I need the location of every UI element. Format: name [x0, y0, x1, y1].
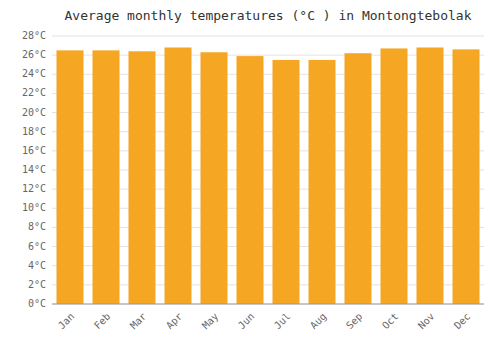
y-tick-label: 2°C [28, 279, 46, 290]
title: Average monthly temperatures (°C ) in Mo… [65, 8, 472, 23]
y-tick-label: 0°C [28, 298, 46, 309]
bar [309, 60, 336, 304]
y-tick-label: 20°C [22, 107, 46, 118]
x-tick-label: Sep [344, 311, 365, 332]
bar [93, 50, 120, 304]
x-tick-label: Jul [272, 311, 293, 332]
x-axis-line [52, 304, 484, 305]
y-tick-label: 18°C [22, 126, 46, 137]
y-tick-label: 26°C [22, 49, 46, 60]
bar [165, 47, 192, 304]
x-tick-label: Aug [308, 311, 329, 332]
y-tick-label: 24°C [22, 68, 46, 79]
x-tick-label: May [200, 311, 221, 332]
y-tick-label: 16°C [22, 145, 46, 156]
bar [129, 51, 156, 304]
y-tick-label: 28°C [22, 30, 46, 41]
bar [453, 49, 480, 304]
bar [417, 47, 444, 304]
bar [57, 50, 84, 304]
y-tick-label: 14°C [22, 164, 46, 175]
chart-container: 0°C 2°C 4°C 6°C 8°C 10°C 12°C 14°C 16°C 18°C 20°C 2… [0, 0, 500, 350]
x-tick-label: Mar [128, 311, 149, 332]
grid-line [52, 304, 484, 305]
y-tick-label: 6°C [28, 241, 46, 252]
x-tick-label: Nov [416, 311, 437, 332]
bars [57, 47, 480, 304]
y-tick-label: 12°C [22, 183, 46, 194]
x-tick-label: Dec [452, 311, 473, 332]
chart: 0°C 2°C 4°C 6°C 8°C 10°C 12°C 14°C 16°C 18°C 20°C 2… [0, 0, 500, 350]
y-tick-label: 10°C [22, 202, 46, 213]
y-tick-label: 4°C [28, 260, 46, 271]
grid-line [52, 36, 484, 37]
bar [381, 48, 408, 304]
y-tick-label: 22°C [22, 87, 46, 98]
x-tick-labels: Jan Feb Mar Apr May Jun Jul Aug Sep Oct Nov Dec [56, 311, 473, 332]
bar [237, 56, 264, 304]
y-tick-labels: 0°C 2°C 4°C 6°C 8°C 10°C 12°C 14°C 16°C 18°C 20°C 2… [22, 30, 46, 309]
x-tick-label: Apr [164, 311, 185, 332]
x-tick-label: Oct [380, 311, 401, 332]
x-tick-label: Jan [56, 311, 77, 332]
x-tick-label: Jun [236, 311, 257, 332]
x-tick-label: Feb [92, 311, 113, 332]
bar [273, 60, 300, 304]
y-tick-label: 8°C [28, 221, 46, 232]
y-grid [52, 36, 484, 304]
bar [201, 52, 228, 304]
bar [345, 53, 372, 304]
